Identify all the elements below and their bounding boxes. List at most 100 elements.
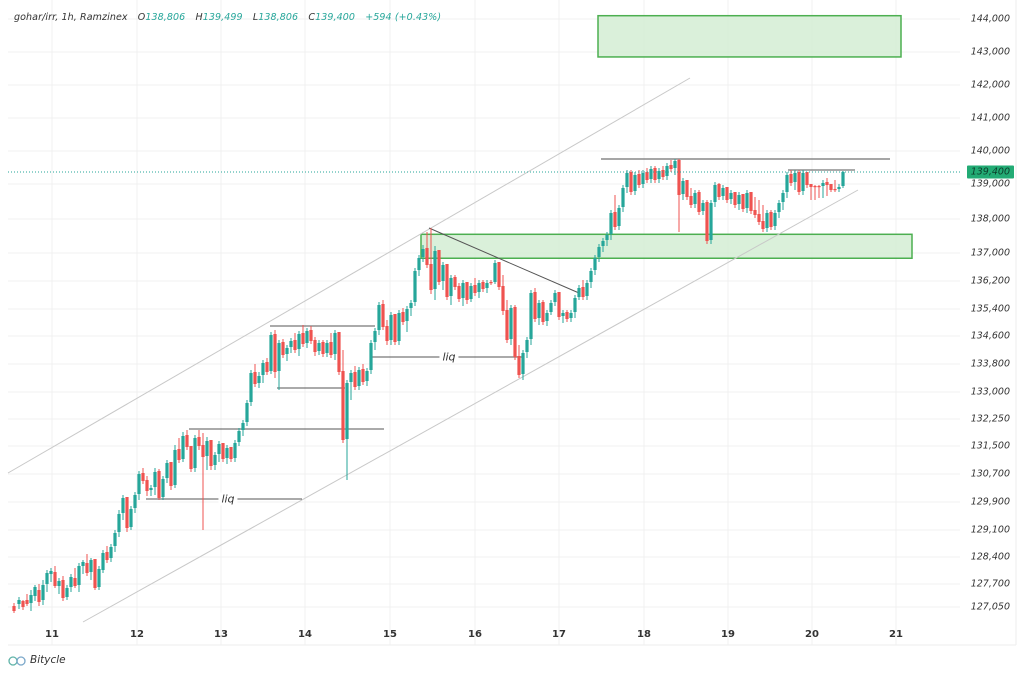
price-tick-label: 140,000 [970,145,1010,157]
candle-down [473,278,477,296]
candle-up [249,370,253,406]
candle-up [33,585,37,601]
candle-up [117,510,121,537]
candle-up [589,268,593,288]
candle-down [293,333,297,353]
candle-up [625,170,629,193]
candle-down [85,554,89,576]
candle-up [17,597,21,609]
candle-up [745,190,749,213]
candle-up [373,328,377,350]
price-tick-label: 138,000 [970,213,1010,225]
candle-down [513,305,517,360]
candle-down [145,476,149,496]
candle-down [209,440,213,470]
time-tick-label: 21 [889,629,903,640]
candle-down [453,275,457,290]
candle-up [573,295,577,318]
candle-up [113,530,117,552]
candle-up [713,182,717,207]
candle-up [821,180,825,198]
candle-down [581,280,585,300]
candle-down [393,314,397,345]
candle-up [721,185,725,200]
candle-down [533,288,537,322]
candle-up [237,428,241,446]
candle-down [157,469,161,500]
candle-down [733,192,737,208]
open-label: O [137,12,146,23]
drawn-lines [7,77,890,623]
candle-down [481,280,485,292]
candle-up [441,262,445,290]
candle-up [693,190,697,208]
price-tick-label: 144,000 [970,13,1010,25]
price-tick-label: 137,000 [970,247,1010,259]
candle-up [781,190,785,210]
candle-up [241,420,245,436]
candle-down [201,433,205,530]
price-tick-label: 131,500 [970,440,1010,452]
candle-down [629,170,633,195]
candle-down [645,168,649,183]
candle-up [773,210,777,230]
candle-down [557,292,561,320]
candle-up [841,171,845,188]
candle-up [553,290,557,306]
candle-up [545,310,549,326]
candle-down [313,337,317,356]
change-value: +594 (+0.43%) [365,12,442,23]
candle-up [65,585,69,600]
candles [12,159,845,613]
candle-up [317,340,321,355]
candle-down [53,566,57,588]
price-tick-label: 127,700 [970,578,1010,590]
candle-up [109,544,113,562]
candle-up [413,268,417,306]
candle-down [753,197,757,218]
candle-up [605,232,609,246]
candle-up [181,432,185,462]
candle-down [185,430,189,450]
candle-up [193,435,197,472]
candle-up [529,290,533,345]
candle-down [661,166,665,180]
candle-up [269,332,273,374]
candle-down [505,300,509,343]
candle-up [173,445,177,488]
price-tick-label: 129,100 [970,524,1010,536]
candle-down [501,275,505,315]
high-label: H [195,12,203,23]
candle-up [325,340,329,357]
candle-up [681,178,685,200]
candle-up [521,350,525,380]
candle-up [709,200,713,244]
candle-down [697,190,701,215]
candle-up [649,166,653,183]
candle-down [749,192,753,214]
candle-down [25,594,29,606]
candle-down [637,170,641,188]
candle-up [397,310,401,345]
candle-down [381,300,385,330]
candle-down [229,447,233,462]
candle-up [561,310,565,323]
time-tick-label: 11 [45,629,59,640]
candle-up [57,578,61,594]
candle-down [705,200,709,244]
candle-up [641,170,645,188]
candle-up [305,328,309,348]
candle-up [485,280,489,293]
brand-watermark: Bitycle [8,654,66,666]
candle-down [337,332,341,375]
last-price-tag: 139,400 [966,165,1014,179]
symbol-legend: gohar/irr, 1h, Ramzinex O138,806 H139,49… [14,12,441,23]
candle-down [741,194,745,212]
candle-up [257,372,261,388]
candle-up [245,400,249,426]
candle-up [233,440,237,462]
time-tick-label: 15 [383,629,397,640]
candle-up [585,280,589,300]
candle-down [429,228,433,294]
